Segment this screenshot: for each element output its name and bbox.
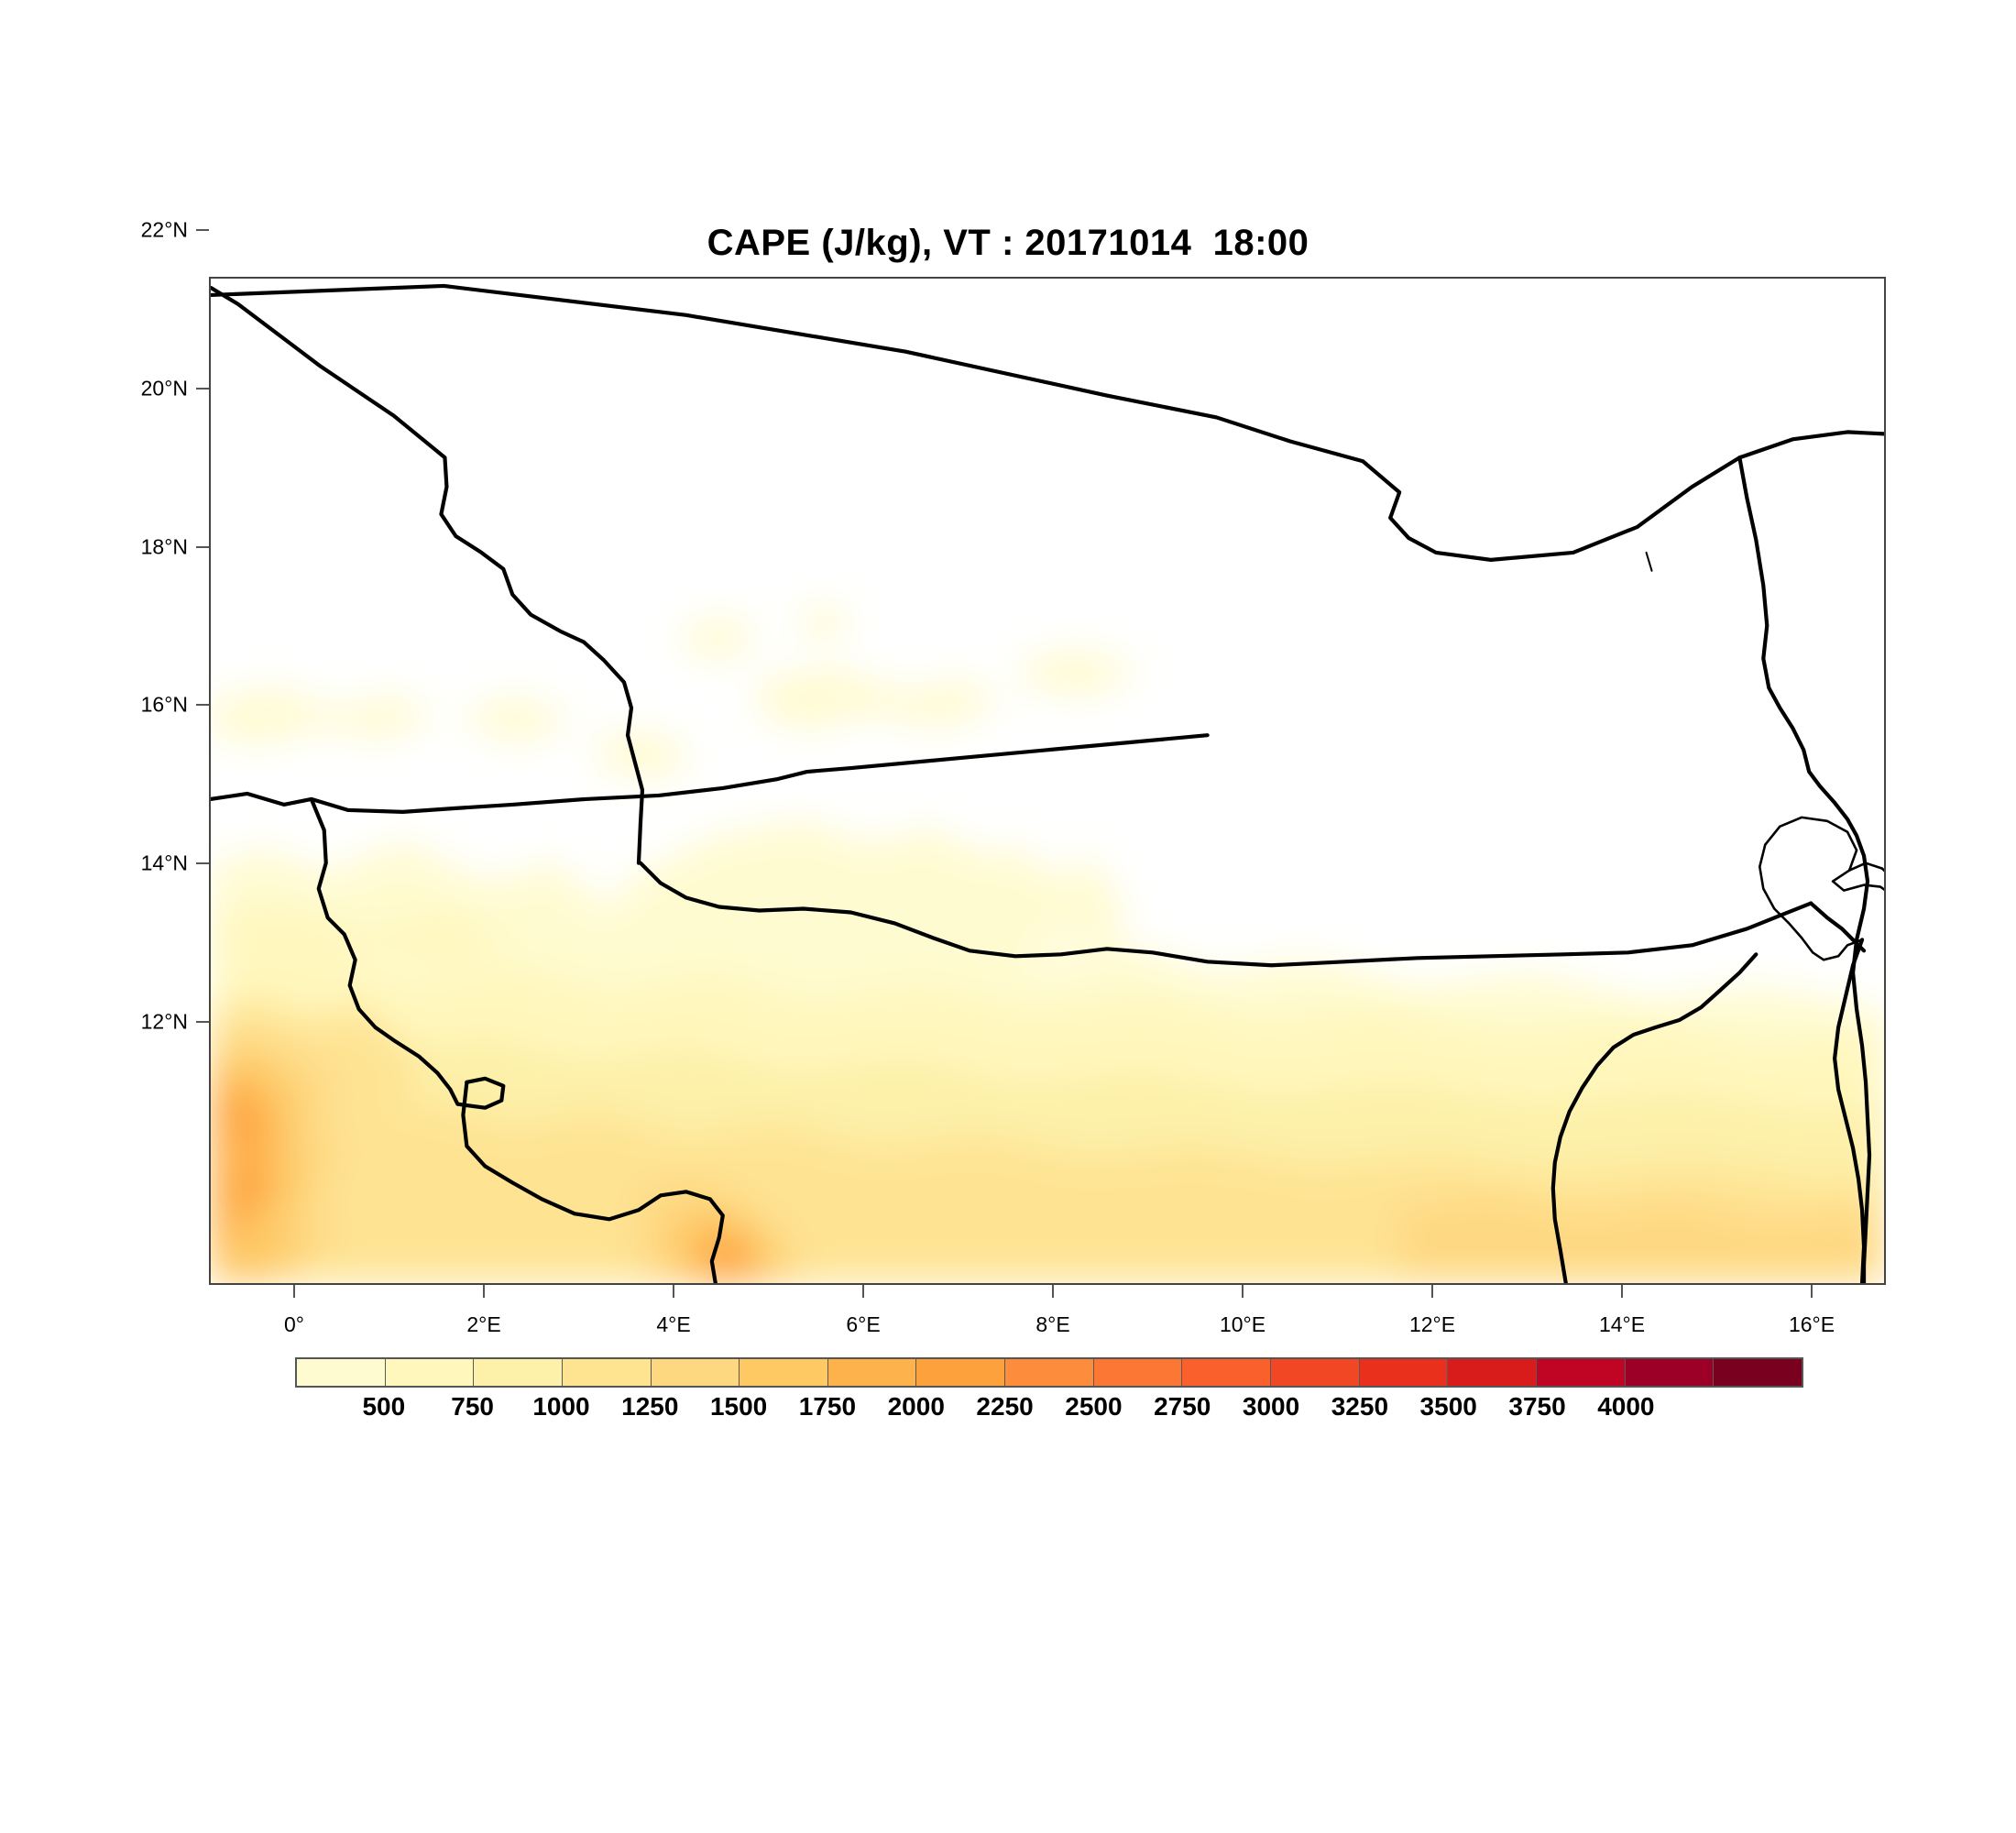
colorbar-swatch-0 xyxy=(297,1359,386,1386)
x-tick-16 xyxy=(1811,1285,1813,1298)
x-tick-14 xyxy=(1621,1285,1623,1298)
colorbar-tick-4000: 4000 xyxy=(1597,1392,1655,1421)
colorbar-swatch-15 xyxy=(1625,1359,1715,1386)
y-tick-14 xyxy=(196,862,209,864)
colorbar-swatch-13 xyxy=(1448,1359,1537,1386)
colorbar-tick-1250: 1250 xyxy=(621,1392,679,1421)
y-tick-label-16: 16°N xyxy=(140,692,188,717)
colorbar-tick-2750: 2750 xyxy=(1154,1392,1211,1421)
colorbar-tick-1500: 1500 xyxy=(709,1392,768,1421)
x-tick-label-14: 14°E xyxy=(1598,1312,1646,1336)
map-svg xyxy=(211,279,1884,1283)
x-tick-8 xyxy=(1052,1285,1054,1298)
x-tick-label-10: 10°E xyxy=(1219,1312,1266,1336)
x-tick-6 xyxy=(862,1285,864,1298)
colorbar-swatch-1 xyxy=(385,1359,475,1386)
x-tick-label-6: 6°E xyxy=(846,1312,881,1336)
x-tick-label-8: 8°E xyxy=(1035,1312,1070,1336)
colorbar[interactable] xyxy=(295,1357,1803,1388)
page-title: CAPE (J/kg), VT : 20171014 18:00 xyxy=(707,223,1309,263)
y-tick-label-14: 14°N xyxy=(140,851,188,875)
colorbar-swatch-2 xyxy=(474,1359,563,1386)
mali-niger-west-border xyxy=(211,285,645,865)
y-tick-label-12: 12°N xyxy=(140,1009,188,1034)
y-tick-22 xyxy=(196,229,209,231)
y-tick-label-22: 22°N xyxy=(140,217,188,242)
cape-shaded-field xyxy=(211,605,1884,1283)
x-tick-0 xyxy=(293,1285,295,1298)
x-tick-10 xyxy=(1242,1285,1244,1298)
colorbar-swatch-5 xyxy=(740,1359,828,1386)
colorbar-tick-1750: 1750 xyxy=(798,1392,857,1421)
y-tick-12 xyxy=(196,1021,209,1023)
country-borders xyxy=(211,283,1884,1283)
colorbar-tick-1000: 1000 xyxy=(532,1392,590,1421)
colorbar-swatch-10 xyxy=(1182,1359,1272,1386)
x-tick-label-2: 2°E xyxy=(466,1312,501,1336)
colorbar-tick-3750: 3750 xyxy=(1508,1392,1566,1421)
colorbar-swatch-11 xyxy=(1271,1359,1360,1386)
colorbar-swatch-9 xyxy=(1093,1359,1183,1386)
x-tick-4 xyxy=(673,1285,674,1298)
colorbar-swatch-7 xyxy=(916,1359,1006,1386)
colorbar-swatch-6 xyxy=(827,1359,917,1386)
mali-burkina-border xyxy=(211,733,1210,814)
colorbar-swatch-12 xyxy=(1359,1359,1449,1386)
chad-niger-border xyxy=(1737,456,1872,1283)
x-tick-2 xyxy=(483,1285,485,1298)
niger-nigeria-border xyxy=(638,861,1813,968)
colorbar-swatch-8 xyxy=(1005,1359,1094,1386)
y-tick-18 xyxy=(196,546,209,548)
colorbar-tick-3250: 3250 xyxy=(1331,1392,1389,1421)
x-tick-label-16: 16°E xyxy=(1788,1312,1835,1336)
colorbar-tick-3500: 3500 xyxy=(1419,1392,1477,1421)
y-tick-20 xyxy=(196,388,209,390)
colorbar-tick-2250: 2250 xyxy=(976,1392,1034,1421)
colorbar-tick-500: 500 xyxy=(362,1392,406,1421)
colorbar-swatch-14 xyxy=(1536,1359,1626,1386)
colorbar-tick-3000: 3000 xyxy=(1242,1392,1300,1421)
cameroon-nigeria-border xyxy=(1833,938,1867,1283)
y-tick-label-18: 18°N xyxy=(140,534,188,559)
benin-niger-border xyxy=(461,1080,725,1283)
x-tick-12 xyxy=(1431,1285,1433,1298)
colorbar-swatch-3 xyxy=(562,1359,652,1386)
minor-boundary xyxy=(1645,551,1653,572)
colorbar-swatch-16 xyxy=(1714,1359,1802,1386)
y-tick-label-20: 20°N xyxy=(140,376,188,401)
nigeria-niger-southeast-border xyxy=(1550,952,1759,1283)
x-tick-label-12: 12°E xyxy=(1408,1312,1456,1336)
colorbar-tick-750: 750 xyxy=(451,1392,494,1421)
colorbar-tick-2000: 2000 xyxy=(887,1392,945,1421)
x-tick-label-0: 0° xyxy=(284,1312,304,1336)
colorbar-tick-2500: 2500 xyxy=(1065,1392,1123,1421)
x-tick-label-4: 4°E xyxy=(656,1312,691,1336)
burkina-niger-border xyxy=(309,796,506,1110)
colorbar-swatch-4 xyxy=(651,1359,740,1386)
niger-north-border xyxy=(211,283,1884,562)
y-tick-16 xyxy=(196,704,209,706)
map-plot-area[interactable] xyxy=(209,277,1886,1285)
